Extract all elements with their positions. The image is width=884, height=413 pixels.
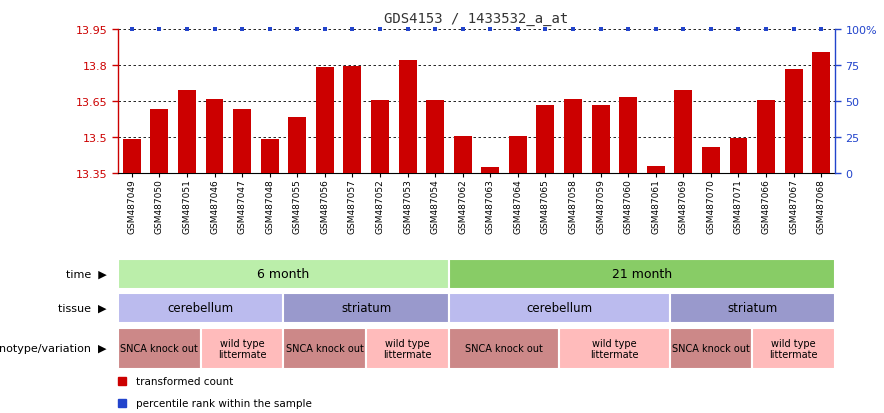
Text: SNCA knock out: SNCA knock out xyxy=(465,344,543,354)
Text: striatum: striatum xyxy=(728,302,777,315)
Bar xyxy=(118,294,284,323)
Bar xyxy=(399,61,416,173)
Text: striatum: striatum xyxy=(341,302,392,315)
Bar xyxy=(591,105,610,173)
Bar xyxy=(785,69,803,173)
Bar xyxy=(449,328,560,369)
Bar xyxy=(757,100,775,173)
Bar xyxy=(702,147,720,173)
Text: wild type
littermate: wild type littermate xyxy=(217,338,266,359)
Text: SNCA knock out: SNCA knock out xyxy=(672,344,750,354)
Text: 6 month: 6 month xyxy=(257,268,309,281)
Bar xyxy=(344,67,362,173)
Bar xyxy=(752,328,835,369)
Bar xyxy=(123,140,141,173)
Text: wild type
littermate: wild type littermate xyxy=(769,338,818,359)
Text: genotype/variation  ▶: genotype/variation ▶ xyxy=(0,344,107,354)
Bar xyxy=(509,136,527,173)
Bar xyxy=(284,328,366,369)
Bar xyxy=(201,328,284,369)
Bar xyxy=(812,53,830,173)
Bar xyxy=(426,100,444,173)
Bar xyxy=(178,91,196,173)
Bar xyxy=(366,328,449,369)
Bar xyxy=(729,139,748,173)
Bar xyxy=(669,294,835,323)
Bar xyxy=(371,100,389,173)
Text: cerebellum: cerebellum xyxy=(526,302,592,315)
Bar xyxy=(560,328,669,369)
Text: transformed count: transformed count xyxy=(136,376,233,386)
Text: wild type
littermate: wild type littermate xyxy=(591,338,638,359)
Bar xyxy=(449,294,669,323)
Bar xyxy=(206,100,224,173)
Bar xyxy=(481,168,499,173)
Bar xyxy=(316,68,334,173)
Bar xyxy=(150,110,168,173)
Text: 21 month: 21 month xyxy=(612,268,672,281)
Text: SNCA knock out: SNCA knock out xyxy=(120,344,198,354)
Title: GDS4153 / 1433532_a_at: GDS4153 / 1433532_a_at xyxy=(385,12,568,26)
Bar xyxy=(261,140,278,173)
Text: tissue  ▶: tissue ▶ xyxy=(58,303,107,313)
Bar xyxy=(647,166,665,173)
Text: percentile rank within the sample: percentile rank within the sample xyxy=(136,398,312,408)
Bar xyxy=(118,260,449,289)
Bar xyxy=(449,260,835,289)
Text: time  ▶: time ▶ xyxy=(66,269,107,279)
Bar xyxy=(288,117,306,173)
Bar xyxy=(619,98,637,173)
Text: cerebellum: cerebellum xyxy=(168,302,233,315)
Bar xyxy=(118,328,201,369)
Bar xyxy=(453,136,472,173)
Text: wild type
littermate: wild type littermate xyxy=(384,338,431,359)
Bar xyxy=(674,91,692,173)
Bar xyxy=(669,328,752,369)
Bar xyxy=(284,294,449,323)
Bar xyxy=(233,110,251,173)
Bar xyxy=(537,105,554,173)
Bar xyxy=(564,100,582,173)
Text: SNCA knock out: SNCA knock out xyxy=(286,344,363,354)
